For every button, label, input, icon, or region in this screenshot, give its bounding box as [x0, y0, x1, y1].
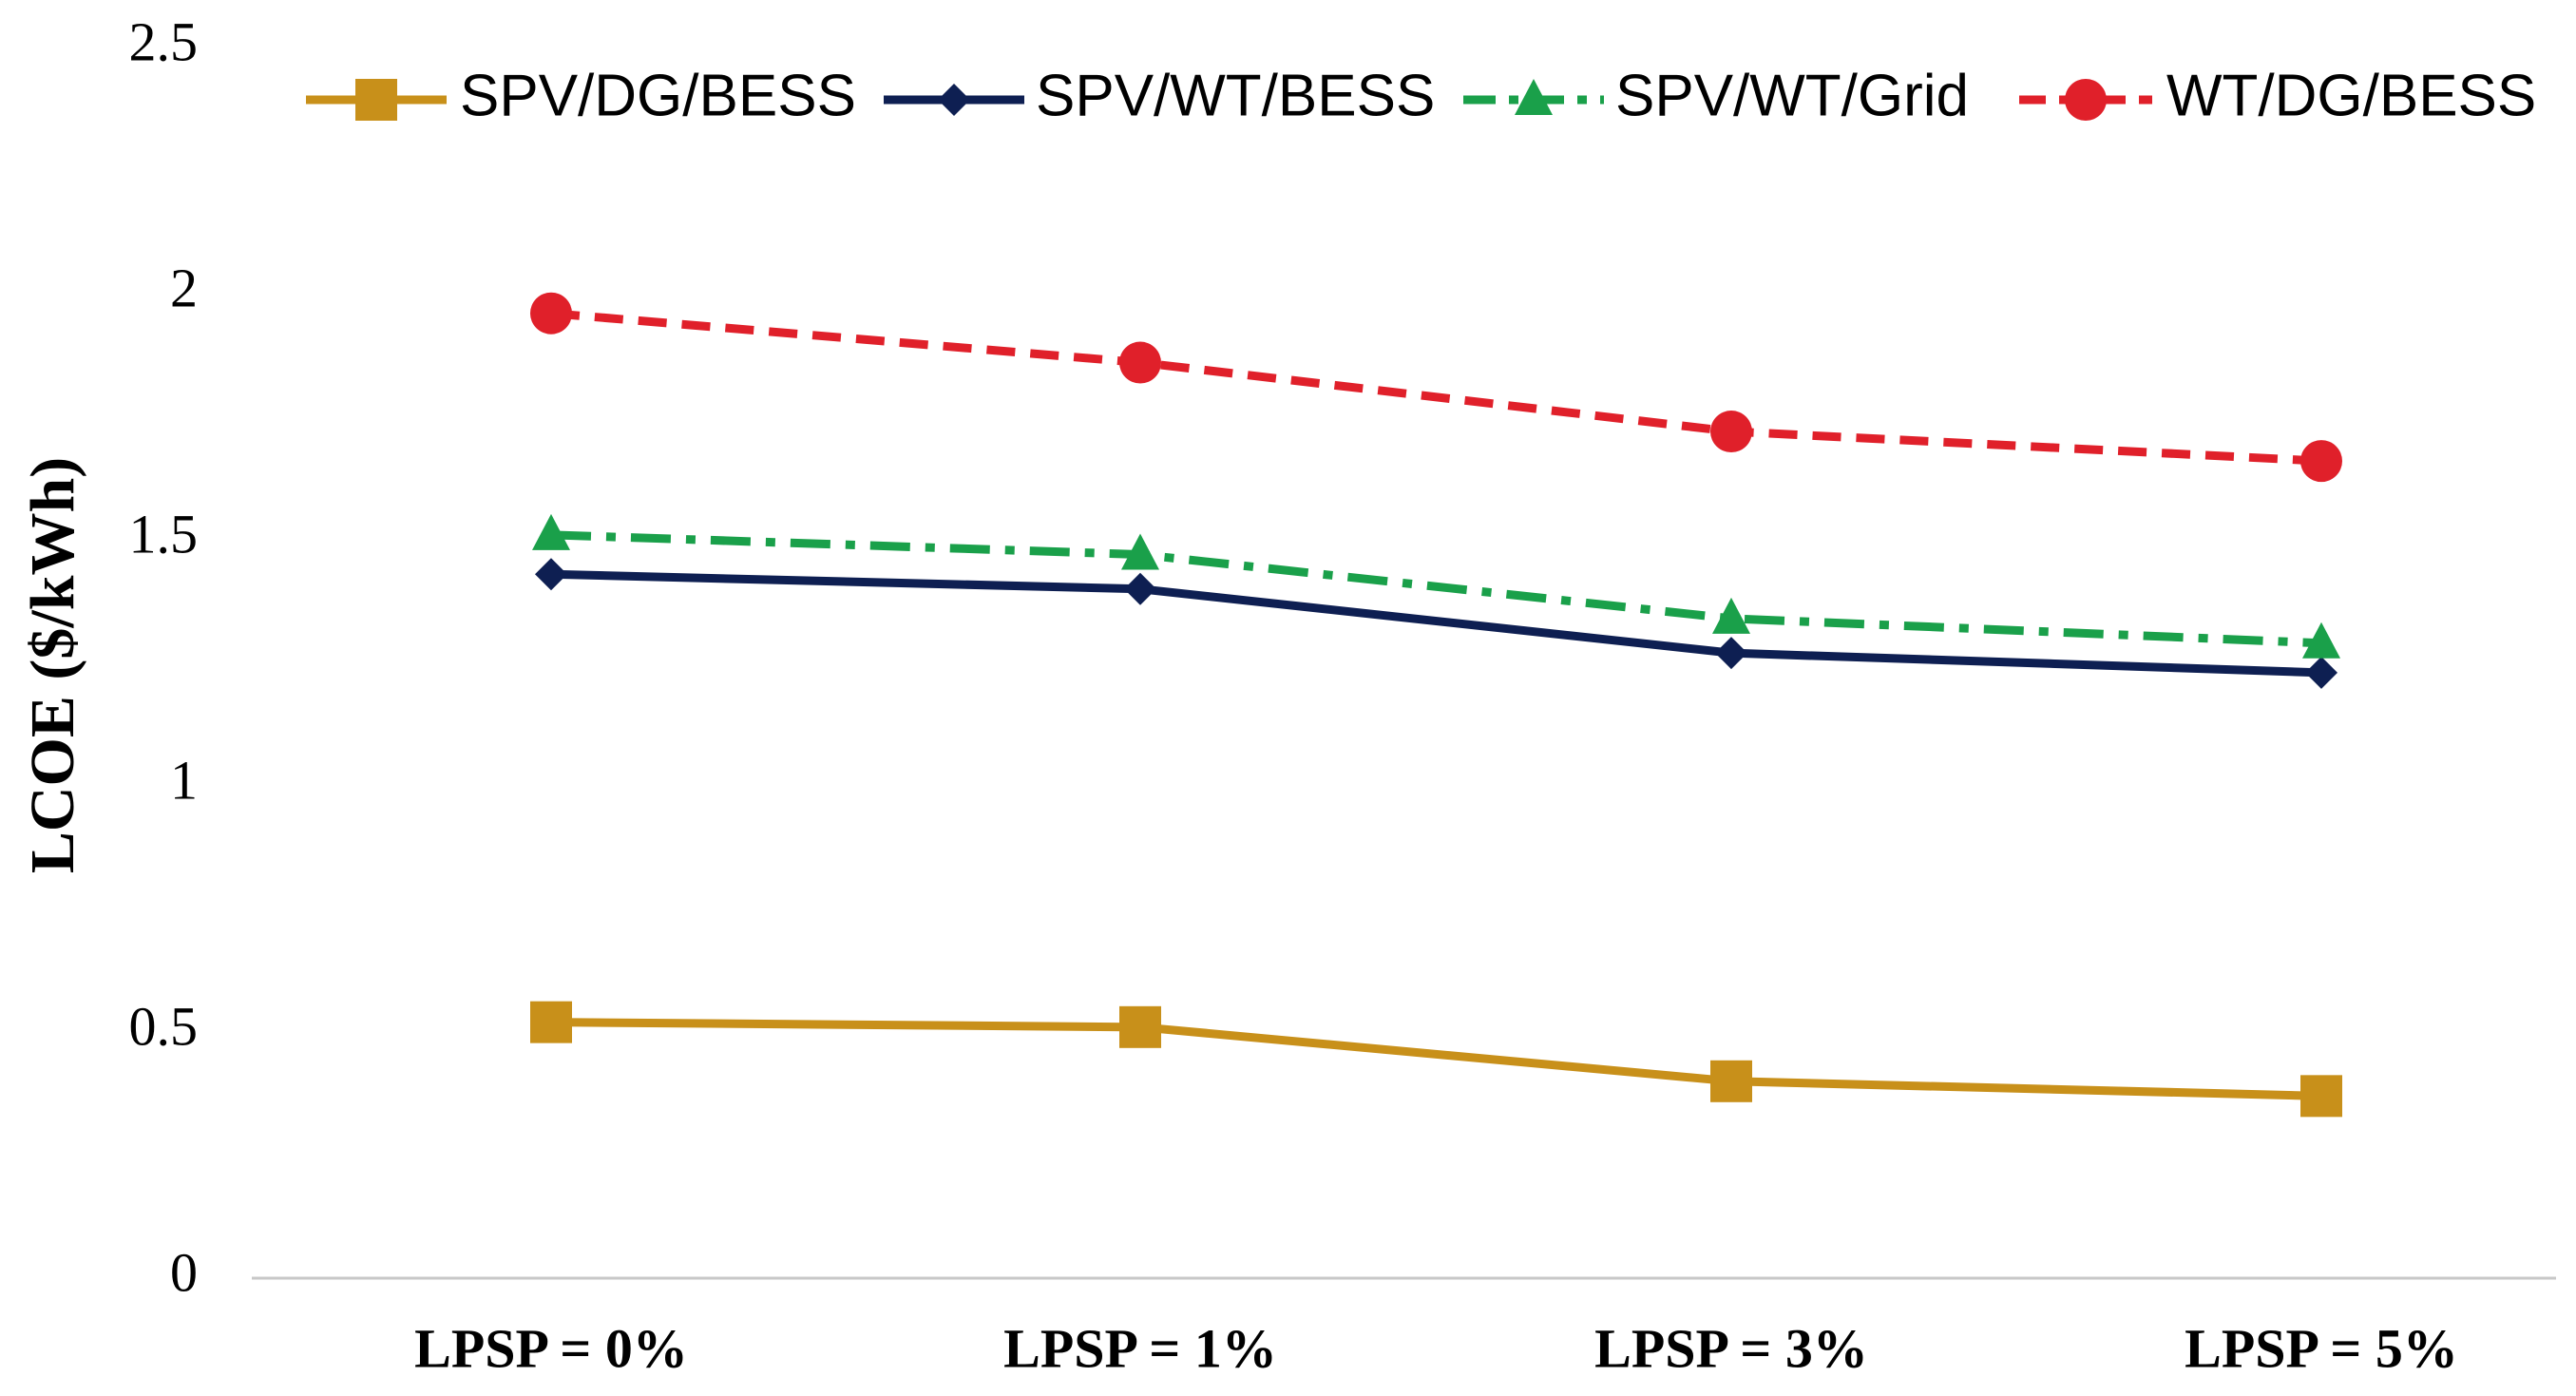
data-point-spv-wt-bess [1124, 572, 1156, 605]
data-point-spv-dg-bess [530, 1001, 572, 1043]
y-tick-label: 1.5 [129, 503, 199, 564]
y-tick-label: 2.5 [129, 10, 199, 72]
legend-label: WT/DG/BESS [2166, 63, 2536, 128]
series-spv-wt-bess [535, 558, 2337, 689]
legend-label: SPV/WT/BESS [1036, 63, 1435, 128]
legend-label: SPV/DG/BESS [460, 63, 856, 128]
y-tick-label: 0 [170, 1241, 198, 1303]
legend-label: SPV/WT/Grid [1615, 63, 1969, 128]
data-point-spv-wt-grid [532, 513, 570, 550]
y-tick-label: 2 [170, 257, 198, 318]
series-spv-dg-bess [530, 1001, 2342, 1118]
legend-item-spv-wt-bess: SPV/WT/BESS [884, 63, 1435, 128]
legend: SPV/DG/BESS SPV/WT/BESS SPV/WT/Grid WT/DG/B… [306, 63, 2536, 128]
series-wt-dg-bess [530, 292, 2342, 483]
series-spv-wt-grid [532, 513, 2340, 659]
legend-item-spv-wt-grid: SPV/WT/Grid [1463, 63, 1969, 128]
data-point-spv-wt-bess [535, 558, 567, 591]
y-tick-label: 1 [170, 749, 198, 811]
x-category-label: LPSP = 5% [2185, 1317, 2458, 1379]
legend-item-spv-dg-bess: SPV/DG/BESS [306, 63, 856, 128]
series-line-spv-wt-bess [550, 569, 2322, 678]
data-point-spv-dg-bess [1710, 1060, 1752, 1102]
legend-marker [2065, 79, 2107, 121]
data-point-wt-dg-bess [2300, 440, 2342, 483]
data-point-spv-wt-grid [2302, 622, 2340, 659]
x-category-label: LPSP = 0% [414, 1317, 688, 1379]
data-point-wt-dg-bess [1710, 411, 1752, 453]
x-category-label: LPSP = 1% [1003, 1317, 1277, 1379]
y-axis-title: LCOE ($/kWh) [18, 457, 87, 873]
data-point-spv-dg-bess [2300, 1075, 2342, 1118]
series-line-wt-dg-bess [550, 309, 2322, 466]
data-point-spv-wt-bess [1715, 637, 1747, 670]
data-point-spv-wt-grid [1712, 597, 1750, 634]
series-line-spv-wt-grid [550, 530, 2322, 648]
legend-marker [938, 84, 970, 116]
y-tick-labels: 0 0.5 1 1.5 2 2.5 [129, 10, 199, 1303]
x-category-labels: LPSP = 0% LPSP = 1% LPSP = 3% LPSP = 5% [414, 1317, 2458, 1379]
series-line-spv-dg-bess [550, 1018, 2322, 1100]
legend-item-wt-dg-bess: WT/DG/BESS [2019, 63, 2536, 128]
data-point-spv-wt-bess [2305, 656, 2337, 689]
data-point-spv-dg-bess [1119, 1005, 1161, 1048]
x-category-label: LPSP = 3% [1594, 1317, 1868, 1379]
y-tick-label: 0.5 [129, 995, 199, 1057]
legend-marker [1515, 79, 1553, 115]
data-point-wt-dg-bess [1119, 341, 1161, 384]
legend-marker [355, 79, 397, 121]
series-group [530, 292, 2342, 1118]
data-point-wt-dg-bess [530, 292, 572, 335]
data-point-spv-wt-grid [1121, 533, 1159, 570]
